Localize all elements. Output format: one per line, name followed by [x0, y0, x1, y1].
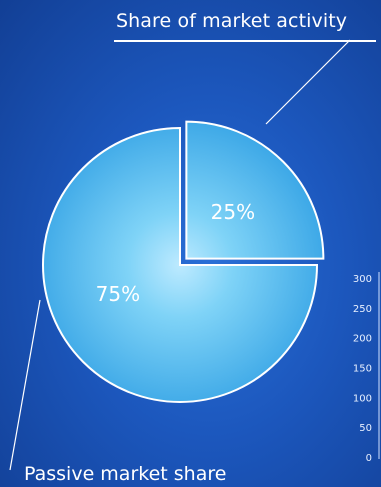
passive-share-label: Passive market share: [24, 463, 227, 485]
y-tick-label: 100: [353, 393, 372, 404]
callout-line-top: [265, 39, 351, 125]
y-tick-label: 0: [366, 453, 372, 464]
pie-slice-1: [185, 120, 325, 260]
slice-label-1: 25%: [211, 200, 255, 224]
y-tick-label: 250: [353, 304, 372, 315]
slice-label-2: 75%: [96, 282, 140, 306]
y-tick-label: 300: [353, 274, 372, 285]
callout-line-bottom: [9, 299, 41, 471]
y-tick-label: 200: [353, 334, 372, 345]
y-tick-label: 50: [359, 423, 372, 434]
chart-title: Share of market activity: [116, 10, 348, 32]
y-tick-label: 150: [353, 364, 372, 375]
pie-slice-2: [42, 126, 319, 403]
title-underline: [114, 40, 376, 42]
